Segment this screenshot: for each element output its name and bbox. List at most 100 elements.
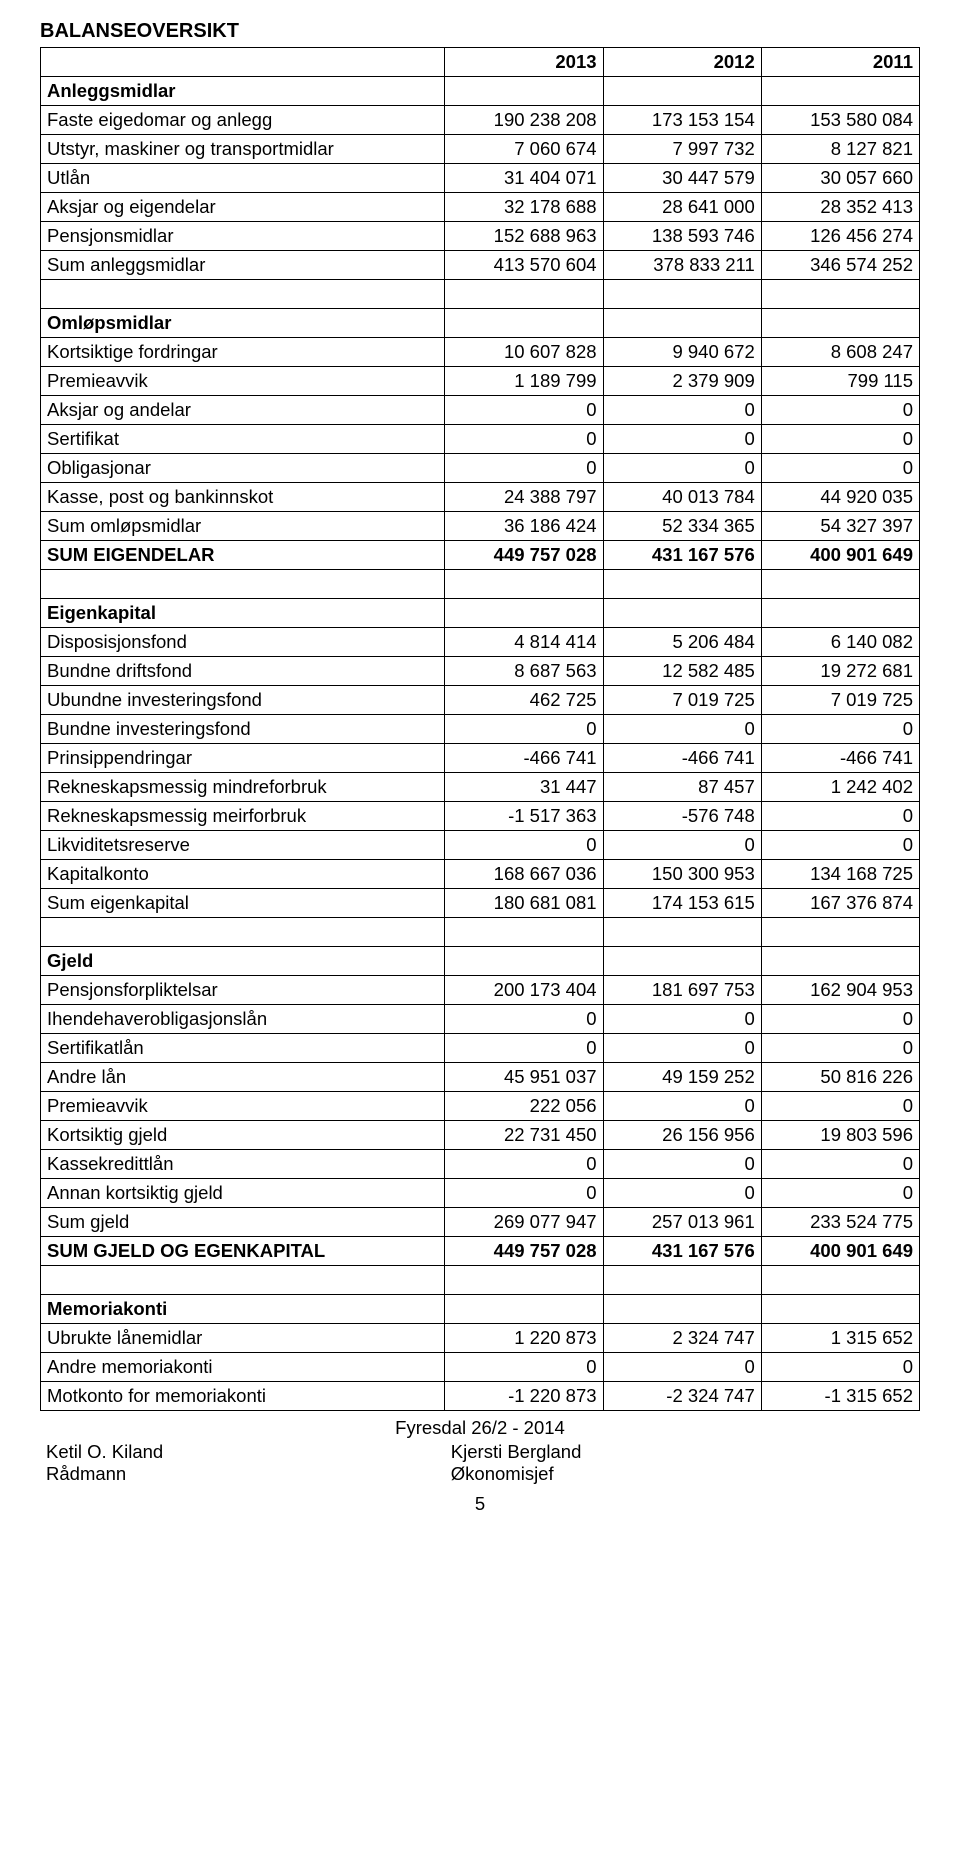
table-row: Prinsippendringar-466 741-466 741-466 74… xyxy=(41,744,920,773)
blank-cell xyxy=(41,280,445,309)
row-value-2013: 1 220 873 xyxy=(445,1324,603,1353)
row-value-2011: 162 904 953 xyxy=(761,976,919,1005)
section-header-empty xyxy=(445,309,603,338)
row-value-2011: 0 xyxy=(761,396,919,425)
row-value-2012: 431 167 576 xyxy=(603,1237,761,1266)
blank-cell xyxy=(761,1266,919,1295)
row-value-2013: -466 741 xyxy=(445,744,603,773)
table-row: Ubrukte lånemidlar1 220 8732 324 7471 31… xyxy=(41,1324,920,1353)
row-value-2013: 31 404 071 xyxy=(445,164,603,193)
row-value-2013: 200 173 404 xyxy=(445,976,603,1005)
section-header-empty xyxy=(603,309,761,338)
row-value-2011: 233 524 775 xyxy=(761,1208,919,1237)
row-value-2013: 0 xyxy=(445,1034,603,1063)
row-label: Obligasjonar xyxy=(41,454,445,483)
row-value-2013: 0 xyxy=(445,1005,603,1034)
row-value-2011: 0 xyxy=(761,715,919,744)
row-value-2012: 0 xyxy=(603,1179,761,1208)
row-value-2011: 0 xyxy=(761,1179,919,1208)
table-header-row: 2013 2012 2011 xyxy=(41,48,920,77)
blank-row xyxy=(41,570,920,599)
blank-cell xyxy=(41,918,445,947)
row-value-2013: 7 060 674 xyxy=(445,135,603,164)
row-value-2012: 40 013 784 xyxy=(603,483,761,512)
section-header-empty xyxy=(761,947,919,976)
row-value-2011: 1 242 402 xyxy=(761,773,919,802)
header-year-2013: 2013 xyxy=(445,48,603,77)
row-value-2011: 153 580 084 xyxy=(761,106,919,135)
row-value-2011: 0 xyxy=(761,1005,919,1034)
row-value-2012: 30 447 579 xyxy=(603,164,761,193)
row-value-2012: -576 748 xyxy=(603,802,761,831)
row-value-2013: 222 056 xyxy=(445,1092,603,1121)
row-label: Annan kortsiktig gjeld xyxy=(41,1179,445,1208)
row-label: Bundne driftsfond xyxy=(41,657,445,686)
row-value-2013: 0 xyxy=(445,1150,603,1179)
row-value-2013: 22 731 450 xyxy=(445,1121,603,1150)
blank-cell xyxy=(41,1266,445,1295)
section-header-empty xyxy=(445,947,603,976)
row-value-2011: 19 272 681 xyxy=(761,657,919,686)
page-container: BALANSEOVERSIKT 2013 2012 2011 Anleggsmi… xyxy=(0,0,960,1545)
table-row: Obligasjonar000 xyxy=(41,454,920,483)
row-value-2012: 378 833 211 xyxy=(603,251,761,280)
footer-date-line: Fyresdal 26/2 - 2014 xyxy=(40,1417,920,1439)
row-value-2011: 30 057 660 xyxy=(761,164,919,193)
section-header-label: Gjeld xyxy=(41,947,445,976)
row-value-2012: -2 324 747 xyxy=(603,1382,761,1411)
row-value-2012: 0 xyxy=(603,831,761,860)
blank-cell xyxy=(761,280,919,309)
blank-cell xyxy=(445,570,603,599)
row-value-2012: 0 xyxy=(603,454,761,483)
row-label: Kortsiktig gjeld xyxy=(41,1121,445,1150)
balance-table: 2013 2012 2011 AnleggsmidlarFaste eigedo… xyxy=(40,47,920,1411)
row-value-2012: 0 xyxy=(603,1034,761,1063)
table-row: Utlån31 404 07130 447 57930 057 660 xyxy=(41,164,920,193)
row-value-2013: 462 725 xyxy=(445,686,603,715)
row-value-2013: 449 757 028 xyxy=(445,1237,603,1266)
row-value-2013: 190 238 208 xyxy=(445,106,603,135)
row-value-2011: 1 315 652 xyxy=(761,1324,919,1353)
row-value-2011: 6 140 082 xyxy=(761,628,919,657)
table-row: Sertifikat000 xyxy=(41,425,920,454)
table-row: Sum anleggsmidlar413 570 604378 833 2113… xyxy=(41,251,920,280)
row-label: Disposisjonsfond xyxy=(41,628,445,657)
row-value-2013: -1 220 873 xyxy=(445,1382,603,1411)
section-header-row: Eigenkapital xyxy=(41,599,920,628)
row-value-2012: 431 167 576 xyxy=(603,541,761,570)
row-value-2012: 0 xyxy=(603,1353,761,1382)
row-value-2011: 7 019 725 xyxy=(761,686,919,715)
row-label: Kasse, post og bankinnskot xyxy=(41,483,445,512)
row-value-2011: 400 901 649 xyxy=(761,1237,919,1266)
row-label: Kassekredittlån xyxy=(41,1150,445,1179)
blank-cell xyxy=(41,570,445,599)
table-row: Kortsiktig gjeld22 731 45026 156 95619 8… xyxy=(41,1121,920,1150)
row-label: Rekneskapsmessig meirforbruk xyxy=(41,802,445,831)
row-value-2013: 10 607 828 xyxy=(445,338,603,367)
row-value-2011: 0 xyxy=(761,425,919,454)
row-value-2011: 167 376 874 xyxy=(761,889,919,918)
table-row: Utstyr, maskiner og transportmidlar7 060… xyxy=(41,135,920,164)
table-row: Kassekredittlån000 xyxy=(41,1150,920,1179)
row-value-2013: 0 xyxy=(445,1353,603,1382)
row-value-2012: 173 153 154 xyxy=(603,106,761,135)
section-header-label: Memoriakonti xyxy=(41,1295,445,1324)
row-label: Rekneskapsmessig mindreforbruk xyxy=(41,773,445,802)
row-value-2013: 36 186 424 xyxy=(445,512,603,541)
blank-cell xyxy=(603,280,761,309)
section-header-empty xyxy=(445,599,603,628)
row-value-2011: 134 168 725 xyxy=(761,860,919,889)
section-header-row: Anleggsmidlar xyxy=(41,77,920,106)
row-value-2011: 28 352 413 xyxy=(761,193,919,222)
blank-cell xyxy=(445,280,603,309)
row-value-2013: 269 077 947 xyxy=(445,1208,603,1237)
row-value-2013: 4 814 414 xyxy=(445,628,603,657)
footer-right-name: Kjersti Bergland xyxy=(451,1441,582,1463)
section-header-empty xyxy=(603,947,761,976)
section-header-label: Omløpsmidlar xyxy=(41,309,445,338)
row-label: Ubundne investeringsfond xyxy=(41,686,445,715)
blank-cell xyxy=(761,570,919,599)
row-value-2012: 0 xyxy=(603,1005,761,1034)
row-value-2012: 2 324 747 xyxy=(603,1324,761,1353)
row-value-2012: 9 940 672 xyxy=(603,338,761,367)
